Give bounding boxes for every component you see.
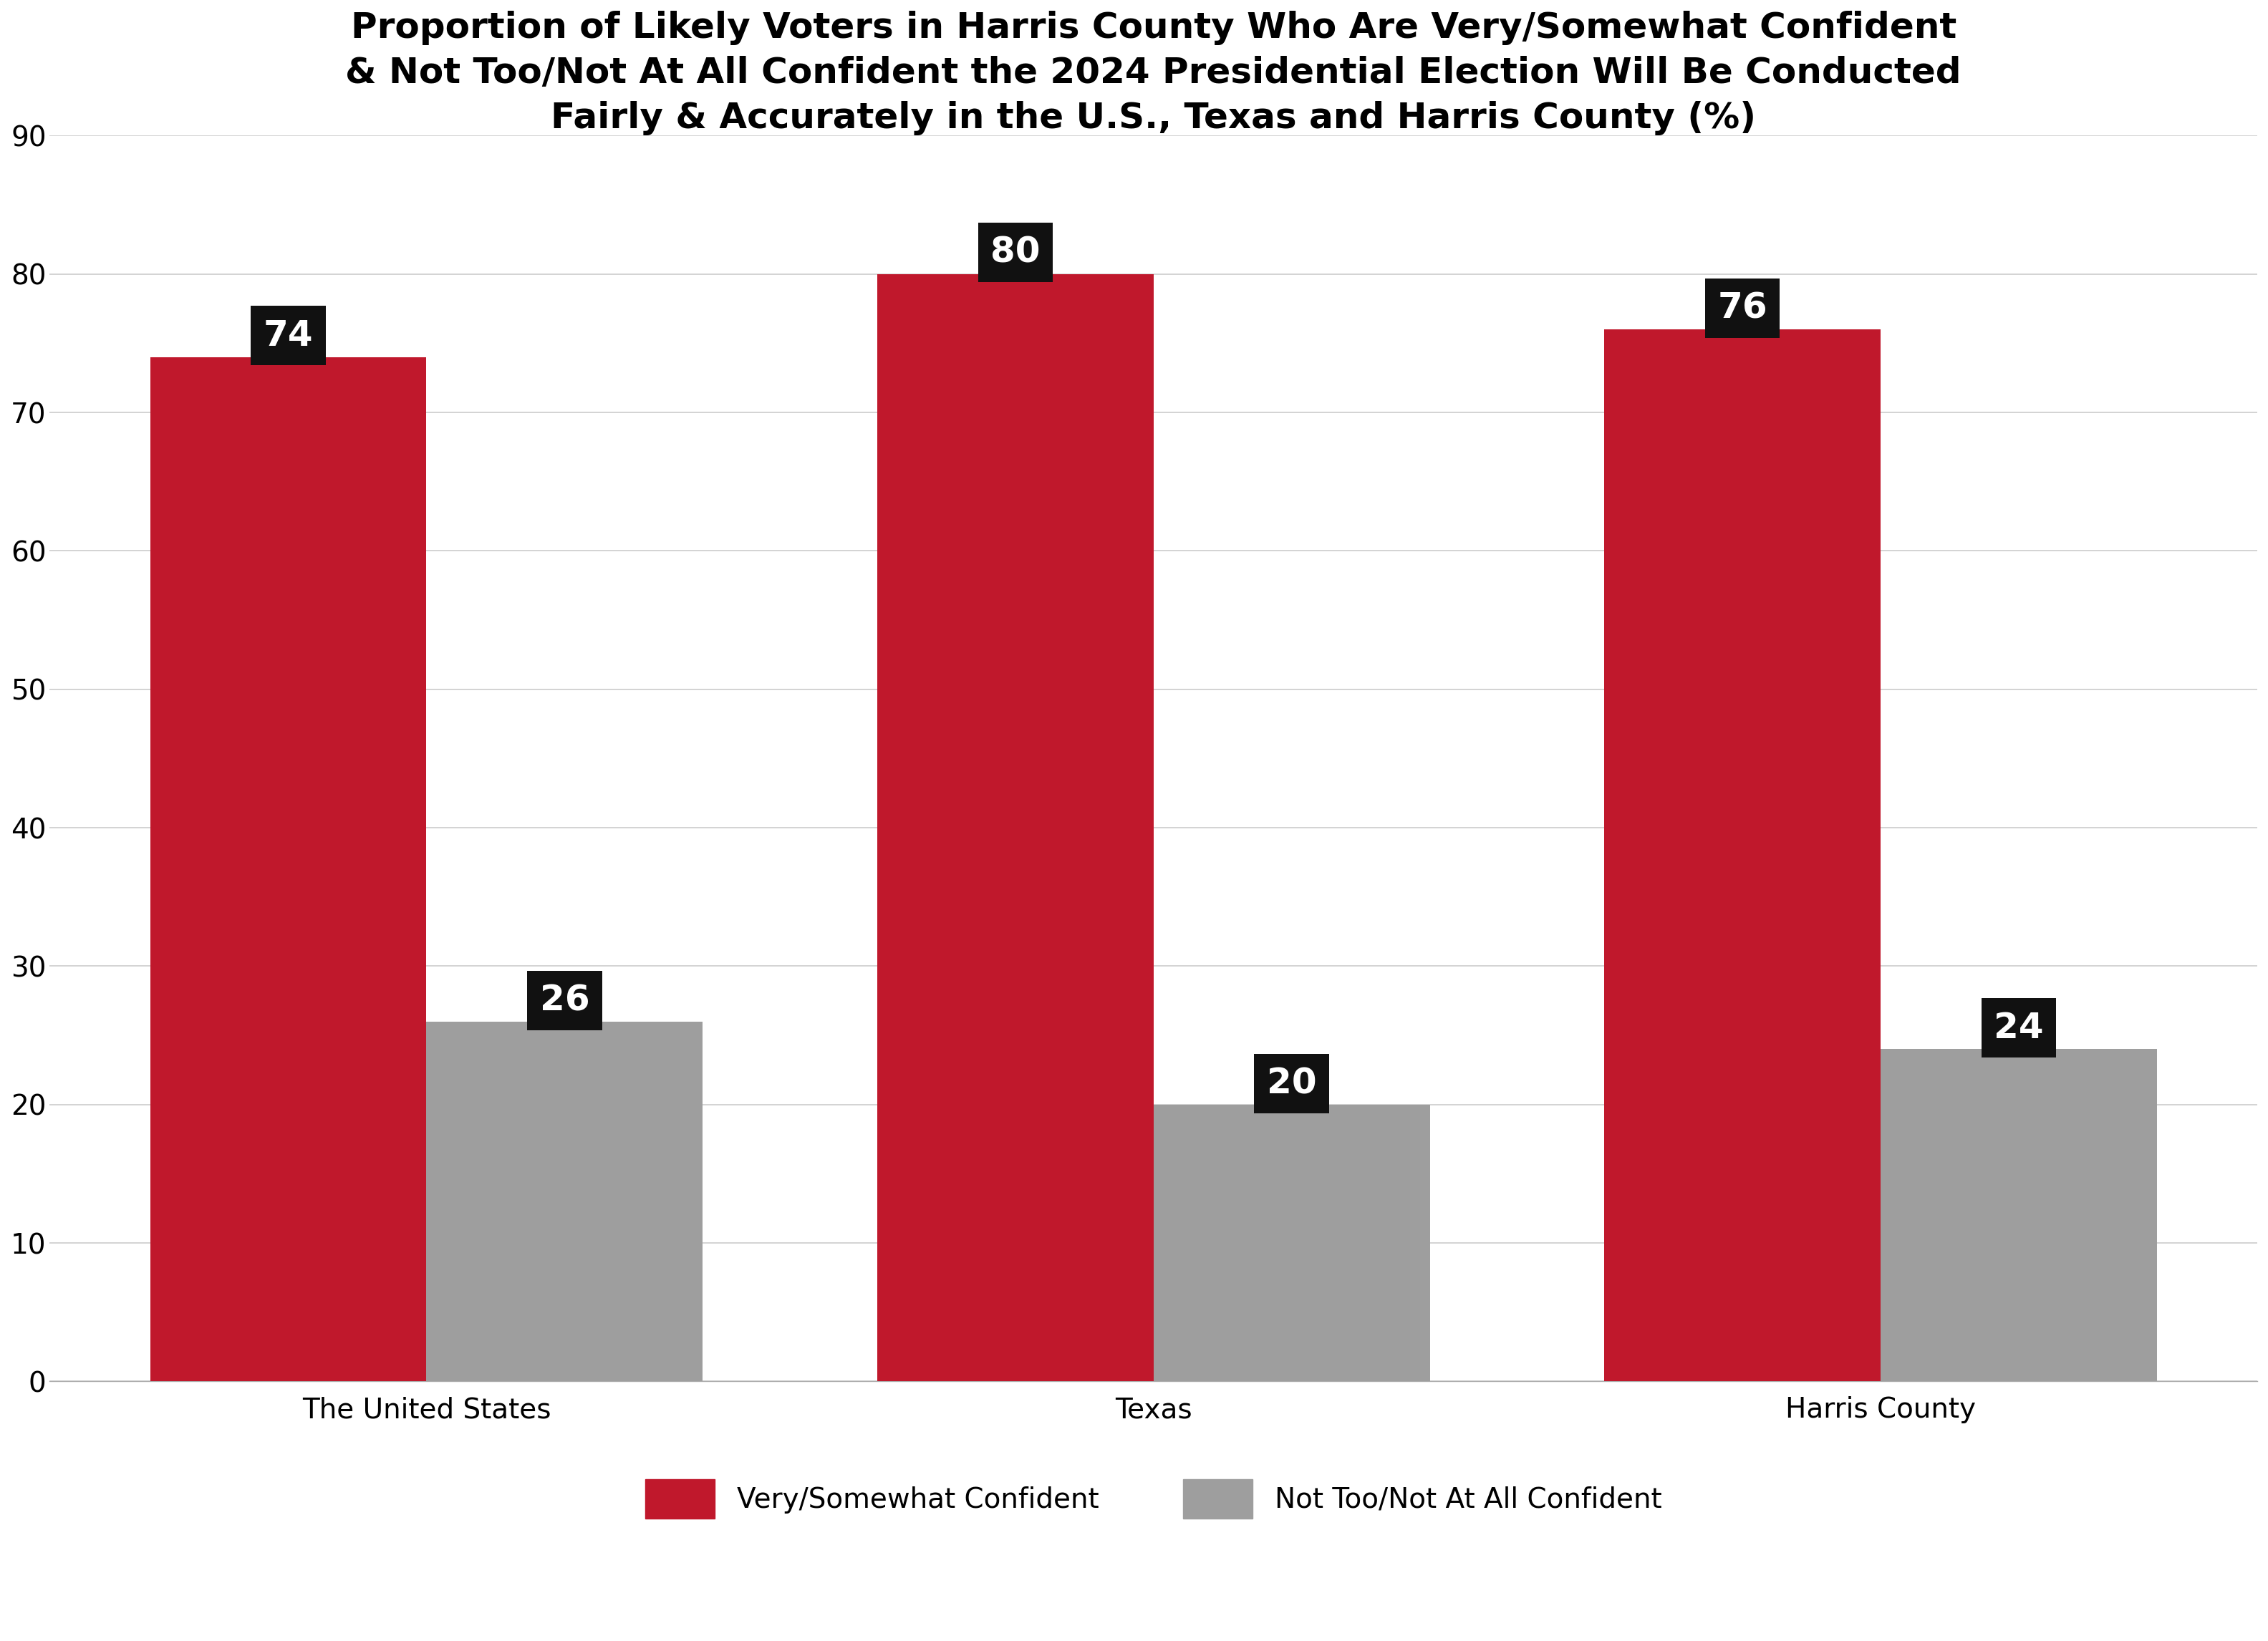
Text: 26: 26 [540,983,590,1017]
Bar [1154,1104,1429,1382]
Text: 20: 20 [1268,1067,1318,1101]
Text: 80: 80 [991,236,1041,269]
Text: 76: 76 [1717,290,1767,325]
Bar [150,358,426,1382]
Bar [1603,330,1880,1382]
Bar [1880,1049,2157,1382]
Bar [878,274,1154,1382]
Text: 74: 74 [263,318,313,353]
Legend: Very/Somewhat Confident, Not Too/Not At All Confident: Very/Somewhat Confident, Not Too/Not At … [635,1467,1674,1529]
Title: Proportion of Likely Voters in Harris County Who Are Very/Somewhat Confident
& N: Proportion of Likely Voters in Harris Co… [345,11,1962,136]
Bar [426,1022,703,1382]
Text: 24: 24 [1994,1011,2043,1045]
